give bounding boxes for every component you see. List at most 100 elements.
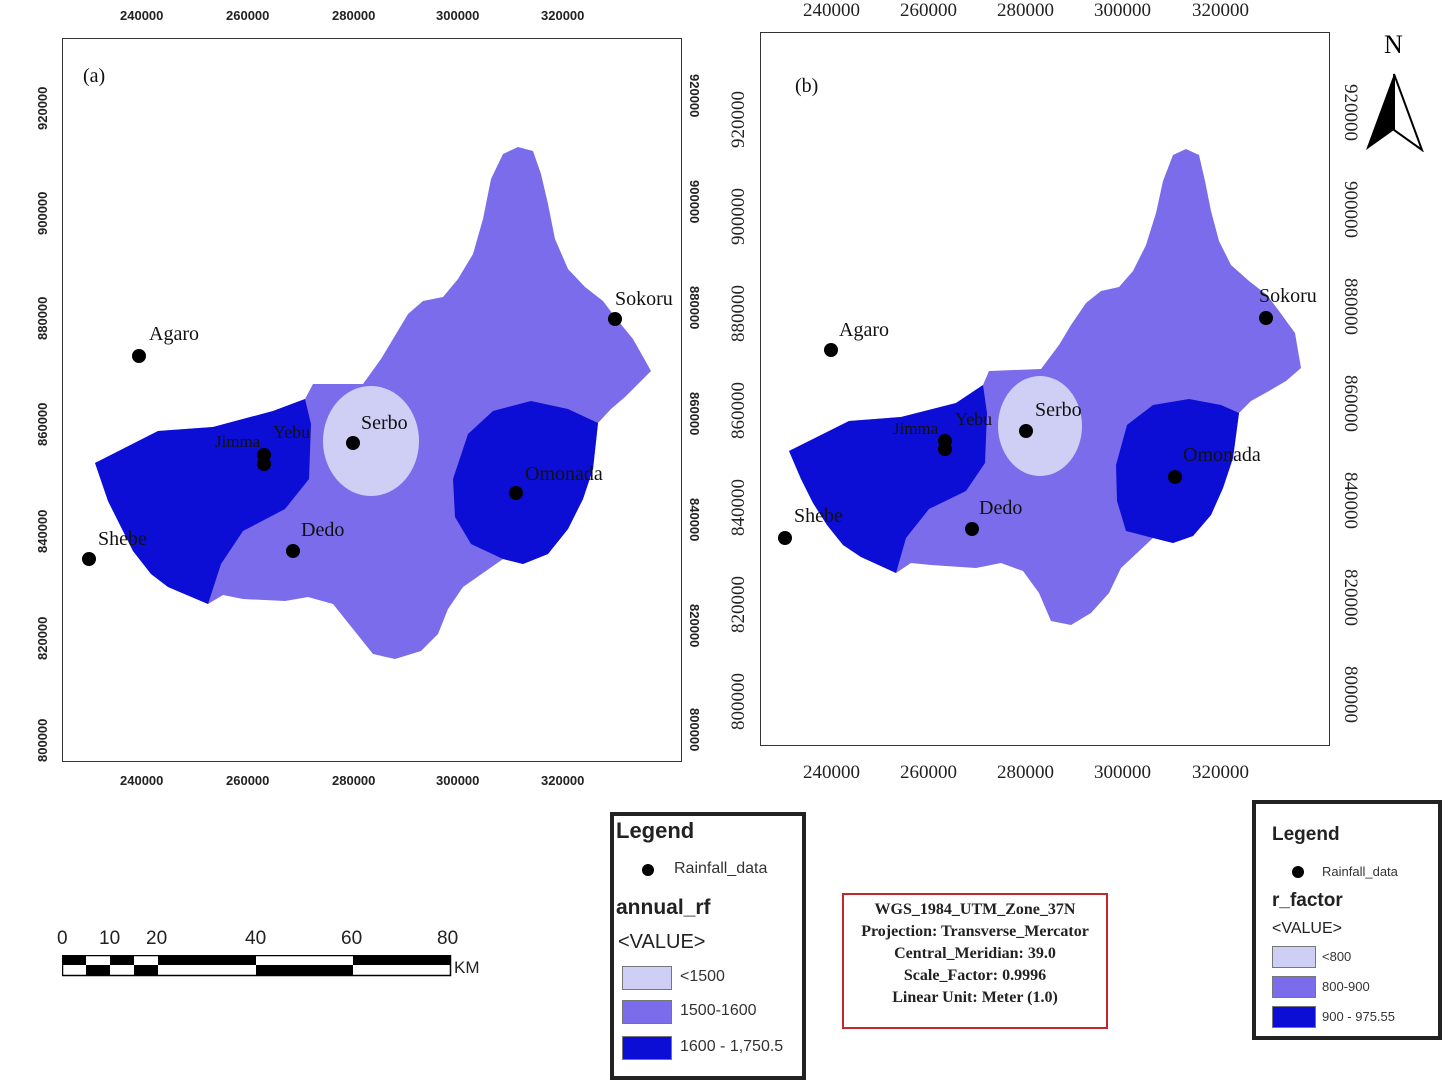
station-dot <box>82 552 96 566</box>
map-b-left-tick: 820000 <box>728 576 749 633</box>
projection-line: Projection: Transverse_Mercator <box>861 923 1089 940</box>
map-b-right-tick: 900000 <box>1340 181 1361 238</box>
map-b-bottom-tick: 280000 <box>997 762 1054 783</box>
map-a-left-tick: 820000 <box>35 616 50 660</box>
town-label-agaro: Agaro <box>839 319 889 341</box>
legend-a-class-label: <1500 <box>680 968 725 985</box>
scale-bar-unit: KM <box>454 958 480 977</box>
map-a-bottom-tick: 320000 <box>541 773 585 788</box>
legend-a-class-label: 1500-1600 <box>680 1002 757 1019</box>
station-dot <box>824 343 838 357</box>
map-b-right-tick: 920000 <box>1340 84 1361 141</box>
station-dot <box>938 442 952 456</box>
town-label-yebu: Yebu <box>955 409 993 429</box>
legend-b: Legend Rainfall_data r_factor <VALUE> <8… <box>1252 800 1442 1040</box>
map-b-left-tick: 800000 <box>728 673 749 730</box>
station-dot <box>608 312 622 326</box>
map-a-top-tick: 260000 <box>226 8 270 23</box>
town-label-shebe: Shebe <box>794 505 843 527</box>
map-a-left-tick: 860000 <box>35 402 50 446</box>
town-label-dedo: Dedo <box>979 497 1023 519</box>
map-b-left-tick: 860000 <box>728 382 749 439</box>
projection-line: Linear Unit: Meter (1.0) <box>892 989 1058 1006</box>
scale-bar-label: 60 <box>341 928 363 949</box>
map-a-top-tick: 300000 <box>436 8 480 23</box>
station-dot <box>778 531 792 545</box>
map-a-left-tick: 900000 <box>35 191 50 235</box>
map-b-top-tick: 260000 <box>900 0 957 21</box>
legend-a-value-header: <VALUE> <box>618 931 706 953</box>
legend-point-icon <box>642 864 654 876</box>
map-a-bottom-tick: 240000 <box>120 773 164 788</box>
map-b-top-tick: 320000 <box>1192 0 1249 21</box>
legend-b-swatch-high <box>1272 1006 1316 1028</box>
map-b-bottom-tick: 320000 <box>1192 762 1249 783</box>
station-dot <box>509 486 523 500</box>
map-b-right-tick: 880000 <box>1340 278 1361 335</box>
legend-a-title: Legend <box>616 818 695 843</box>
map-b-top-tick: 280000 <box>997 0 1054 21</box>
legend-b-point-label: Rainfall_data <box>1322 864 1398 879</box>
legend-b-title: Legend <box>1272 824 1340 845</box>
map-a-right-tick: 920000 <box>687 74 702 118</box>
town-label-jimma: Jimma <box>893 419 939 438</box>
legend-a-point-label: Rainfall_data <box>674 860 768 877</box>
town-label-serbo: Serbo <box>1035 399 1082 421</box>
panel-label-b: (b) <box>795 75 819 97</box>
legend-a-field: annual_rf <box>616 896 711 919</box>
map-a-right-tick: 900000 <box>687 180 702 224</box>
legend-b-swatch-low <box>1272 946 1316 968</box>
map-b-right-tick: 820000 <box>1340 569 1361 626</box>
town-label-agaro: Agaro <box>149 323 199 345</box>
map-b-left-tick: 840000 <box>728 479 749 536</box>
map-a-bottom-tick: 260000 <box>226 773 270 788</box>
projection-line: Central_Meridian: 39.0 <box>894 945 1056 962</box>
station-dot <box>346 436 360 450</box>
map-b-right-tick: 840000 <box>1340 472 1361 529</box>
legend-a-class-label: 1600 - 1,750.5 <box>680 1038 784 1055</box>
projection-line: WGS_1984_UTM_Zone_37N <box>874 901 1076 918</box>
map-b-left-tick: 920000 <box>728 91 749 148</box>
map-a-right-tick: 840000 <box>687 498 702 542</box>
scale-bar-label: 40 <box>245 928 267 949</box>
north-label: N <box>1384 30 1403 59</box>
map-a-bottom-tick: 300000 <box>436 773 480 788</box>
map-a-right-tick: 860000 <box>687 392 702 436</box>
legend-a-swatch-mid <box>622 1000 672 1024</box>
map-a-left-tick: 880000 <box>35 296 50 340</box>
legend-b-field: r_factor <box>1272 890 1343 911</box>
north-arrow-icon <box>1366 73 1424 152</box>
map-a-top-tick: 320000 <box>541 8 585 23</box>
map-a-right-tick: 820000 <box>687 604 702 648</box>
map-b-bottom-tick: 240000 <box>803 762 860 783</box>
map-b-bottom-tick: 300000 <box>1094 762 1151 783</box>
station-dot <box>1259 311 1273 325</box>
legend-b-class-label: 900 - 975.55 <box>1322 1009 1396 1024</box>
projection-line: Scale_Factor: 0.9996 <box>903 967 1047 984</box>
legend-a-swatch-low <box>622 966 672 990</box>
map-a-right-tick: 800000 <box>687 708 702 752</box>
map-b-left-tick: 880000 <box>728 285 749 342</box>
map-b-top-tick: 240000 <box>803 0 860 21</box>
legend-b-class-label: <800 <box>1322 949 1352 964</box>
scale-bar-label: 20 <box>146 928 168 949</box>
map-b-bottom-tick: 260000 <box>900 762 957 783</box>
scale-bar-label: 10 <box>99 928 121 949</box>
town-label-yebu: Yebu <box>273 422 311 442</box>
town-label-omonada: Omonada <box>525 463 603 485</box>
town-label-sokoru: Sokoru <box>615 288 673 310</box>
town-label-omonada: Omonada <box>1183 444 1261 466</box>
panel-label-a: (a) <box>83 65 106 87</box>
map-a-top-tick: 280000 <box>332 8 376 23</box>
legend-b-class-label: 800-900 <box>1322 979 1370 994</box>
station-dot <box>132 349 146 363</box>
town-label-dedo: Dedo <box>301 519 345 541</box>
map-b-top-tick: 300000 <box>1094 0 1151 21</box>
station-dot <box>1019 424 1033 438</box>
scale-bar-graphic <box>62 955 452 977</box>
legend-a: Legend Rainfall_data annual_rf <VALUE> <… <box>610 812 806 1080</box>
scale-bar-label: 80 <box>437 928 459 949</box>
map-b-right-tick: 860000 <box>1340 375 1361 432</box>
map-a-left-tick: 920000 <box>35 86 50 130</box>
legend-a-swatch-high <box>622 1036 672 1060</box>
